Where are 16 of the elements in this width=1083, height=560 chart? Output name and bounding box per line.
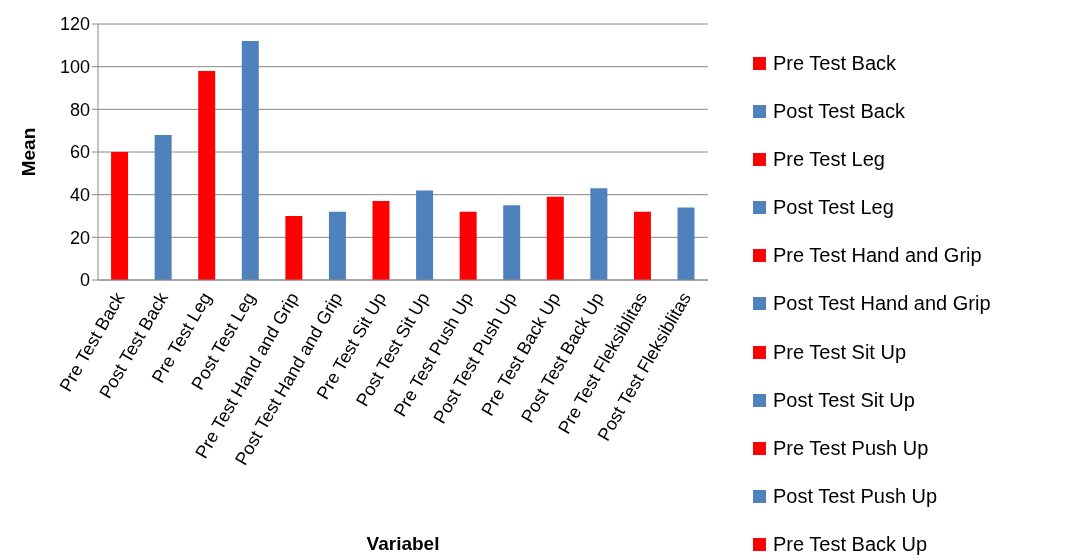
legend-label: Post Test Leg: [773, 196, 894, 220]
legend-label: Post Test Push Up: [773, 485, 938, 509]
x-axis-title: Variabel: [366, 533, 440, 554]
y-tick-label: 80: [69, 99, 90, 120]
y-tick-label: 40: [69, 185, 90, 206]
y-tick-label: 60: [69, 142, 90, 163]
y-tick-label: 20: [69, 227, 90, 248]
y-axis-title: Mean: [17, 127, 39, 177]
y-tick-label: 100: [59, 57, 90, 78]
y-tick-label: 0: [79, 270, 90, 291]
legend-label: Pre Test Back: [773, 51, 897, 75]
y-tick-label: 120: [59, 14, 90, 35]
legend-label: Pre Test Back Up: [773, 533, 928, 557]
legend-label: Post Test Back: [773, 99, 905, 123]
legend-label: Pre Test Leg: [773, 147, 885, 171]
legend-label: Pre Test Hand and Grip: [773, 244, 982, 268]
